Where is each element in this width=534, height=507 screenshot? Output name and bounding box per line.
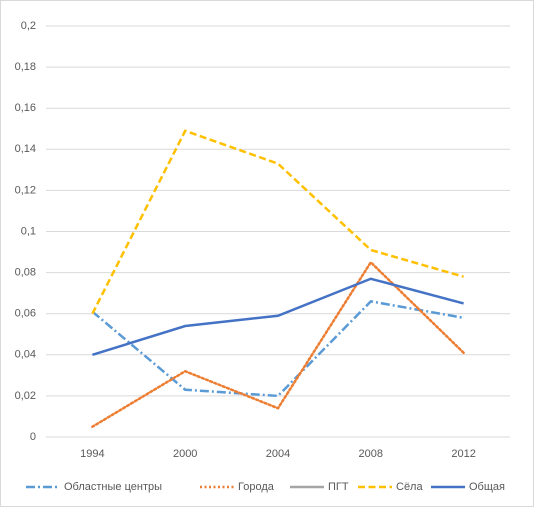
x-tick-label: 2004	[266, 448, 290, 460]
x-tick-label: 2012	[451, 448, 475, 460]
series-line	[91, 260, 465, 428]
y-tick-label: 0,06	[15, 308, 36, 320]
y-tick-label: 0,12	[15, 184, 36, 196]
y-tick-label: 0	[30, 431, 36, 443]
series-line	[91, 300, 464, 398]
legend-label: Города	[238, 481, 275, 493]
legend-label: Общая	[469, 481, 505, 493]
y-tick-label: 0,2	[21, 20, 36, 32]
legend-label: Областные центры	[64, 481, 162, 493]
legend-label: ПГТ	[328, 481, 349, 493]
y-tick-label: 0,1	[21, 225, 36, 237]
y-tick-label: 0,14	[15, 143, 36, 155]
series-line	[92, 277, 464, 356]
y-tick-label: 0,08	[15, 267, 36, 279]
y-tick-label: 0,02	[15, 390, 36, 402]
y-tick-label: 0,16	[15, 102, 36, 114]
y-tick-label: 0,18	[15, 61, 36, 73]
x-tick-label: 1994	[80, 448, 104, 460]
series-line	[91, 129, 464, 315]
legend-label: Сёла	[396, 481, 423, 493]
y-tick-label: 0,04	[15, 349, 36, 361]
x-tick-label: 2008	[359, 448, 383, 460]
x-tick-label: 2000	[173, 448, 197, 460]
